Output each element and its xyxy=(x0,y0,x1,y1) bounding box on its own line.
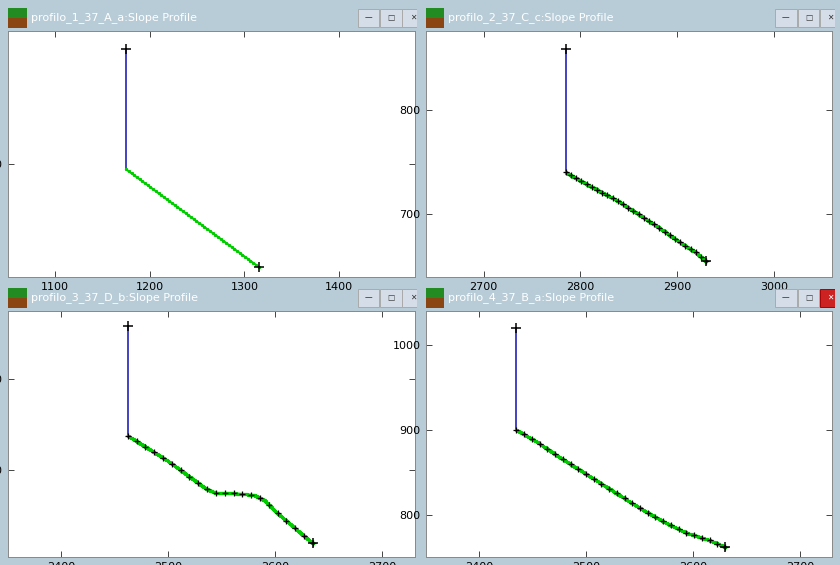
Bar xyxy=(381,289,402,307)
Text: ✕: ✕ xyxy=(410,293,416,302)
Text: ✕: ✕ xyxy=(827,13,833,22)
Text: ✕: ✕ xyxy=(410,13,416,22)
Text: —: — xyxy=(365,293,372,302)
Bar xyxy=(8,7,27,28)
Text: □: □ xyxy=(387,13,395,22)
Text: —: — xyxy=(782,293,790,302)
Text: □: □ xyxy=(805,293,812,302)
Bar xyxy=(820,289,840,307)
Text: profilo_4_37_B_a:Slope Profile: profilo_4_37_B_a:Slope Profile xyxy=(448,293,614,303)
Text: —: — xyxy=(782,13,790,22)
Bar xyxy=(775,9,796,27)
Bar xyxy=(8,298,27,308)
Bar xyxy=(426,7,444,28)
Text: □: □ xyxy=(805,13,812,22)
Bar xyxy=(8,288,27,308)
Bar xyxy=(798,9,819,27)
Bar xyxy=(402,289,423,307)
Bar xyxy=(820,9,840,27)
Text: ✕: ✕ xyxy=(827,293,833,302)
Bar xyxy=(426,18,444,28)
Bar xyxy=(358,289,379,307)
Bar xyxy=(8,18,27,28)
Text: profilo_3_37_D_b:Slope Profile: profilo_3_37_D_b:Slope Profile xyxy=(30,293,197,303)
Bar xyxy=(402,9,423,27)
Bar xyxy=(426,288,444,308)
Bar xyxy=(358,9,379,27)
Bar xyxy=(798,289,819,307)
Bar xyxy=(426,298,444,308)
Text: profilo_1_37_A_a:Slope Profile: profilo_1_37_A_a:Slope Profile xyxy=(30,12,197,24)
Text: —: — xyxy=(365,13,372,22)
Text: □: □ xyxy=(387,293,395,302)
Text: profilo_2_37_C_c:Slope Profile: profilo_2_37_C_c:Slope Profile xyxy=(448,12,613,24)
Bar xyxy=(775,289,796,307)
Bar xyxy=(381,9,402,27)
